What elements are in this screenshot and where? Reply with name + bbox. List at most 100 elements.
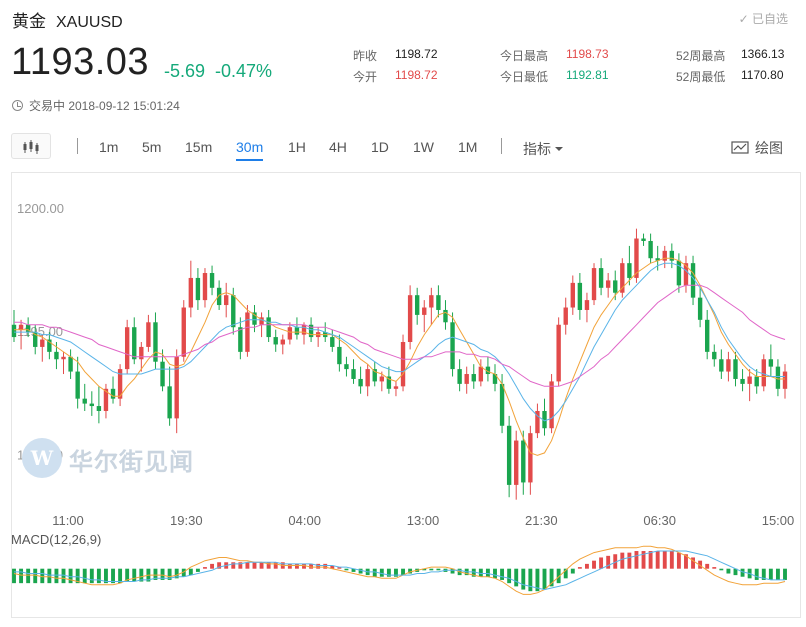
candle	[202, 268, 208, 308]
macd-bar	[203, 567, 207, 569]
candle-body	[25, 324, 31, 333]
timeframe-15m[interactable]: 15m	[185, 139, 213, 155]
candle	[704, 309, 710, 360]
candle	[167, 366, 172, 426]
candle-body	[740, 378, 745, 384]
macd-bar	[775, 568, 780, 580]
macd-dif-line	[13, 545, 786, 595]
timeframe-1mo[interactable]: 1M	[458, 139, 478, 155]
candle	[478, 359, 484, 387]
macd-bar	[577, 567, 582, 569]
timeframe-1m[interactable]: 1m	[99, 139, 119, 155]
candle	[782, 364, 788, 399]
candle	[528, 425, 533, 495]
candle	[337, 334, 342, 372]
macd-bar	[379, 568, 384, 577]
candle-body	[712, 351, 717, 360]
candle-body	[132, 327, 137, 360]
candle-body	[577, 282, 583, 310]
favorite-button[interactable]: ✓ 已自选	[738, 12, 788, 26]
candle	[591, 263, 597, 306]
candle-body	[471, 374, 476, 382]
candle-body	[294, 327, 300, 335]
ma-line-3	[14, 284, 786, 387]
macd-bar	[429, 568, 434, 571]
watermark-text: 华尔街见闻	[69, 449, 194, 476]
candle-body	[620, 263, 625, 293]
candle	[379, 371, 385, 392]
timeframe-1d[interactable]: 1D	[371, 139, 389, 155]
candle	[775, 359, 781, 397]
candle-body	[429, 295, 434, 308]
candle	[25, 317, 31, 338]
candle	[61, 351, 66, 375]
timeframe-1w[interactable]: 1W	[413, 139, 434, 155]
x-tick-label: 11:00	[52, 513, 84, 528]
candle-body	[464, 374, 469, 384]
macd-bar	[662, 551, 667, 569]
macd-bar	[54, 568, 59, 584]
candle-body	[549, 381, 554, 429]
candle	[188, 260, 194, 318]
indicators-dropdown[interactable]: 指标	[523, 139, 563, 159]
candle	[761, 354, 766, 392]
macd-bar	[684, 554, 688, 569]
candle	[542, 398, 547, 436]
candle	[726, 351, 731, 382]
macd-bar	[394, 568, 398, 577]
macd-bar	[174, 568, 179, 579]
candle-body	[726, 359, 731, 372]
macd-bar	[528, 568, 533, 592]
candle	[103, 383, 109, 419]
macd-bar	[89, 568, 94, 584]
candle	[124, 319, 130, 375]
candle-body	[11, 324, 17, 338]
candle	[280, 334, 285, 355]
macd-bar	[563, 568, 568, 579]
candle-body	[273, 337, 278, 345]
candle-body	[89, 403, 95, 407]
candle	[245, 305, 250, 357]
chart-frame[interactable]	[11, 172, 801, 618]
candle-body	[443, 309, 448, 323]
candle-body	[224, 295, 229, 306]
candle	[492, 364, 498, 392]
candle-body	[82, 398, 87, 404]
candle-body	[266, 317, 271, 338]
macd-bar	[33, 568, 38, 584]
candle-body	[414, 295, 420, 315]
candle	[96, 386, 102, 424]
candle-body	[287, 327, 293, 340]
candle-body	[747, 376, 752, 384]
candle-body	[344, 364, 349, 370]
draw-button[interactable]: 绘图	[731, 138, 783, 158]
timeframe-4h[interactable]: 4H	[329, 139, 347, 155]
macd-bar	[698, 560, 703, 569]
macd-bar	[330, 565, 335, 569]
candle	[110, 376, 116, 404]
candle	[372, 361, 377, 387]
y-tick-label: 1200.00	[17, 201, 64, 216]
change-value: -5.69	[164, 61, 206, 81]
last-price: 1193.03	[11, 41, 150, 83]
timeframe-30m[interactable]: 30m	[236, 139, 264, 161]
chart-type-button[interactable]	[11, 133, 51, 159]
timeframe-5m[interactable]: 5m	[142, 139, 162, 155]
candle	[68, 349, 73, 379]
macd-bar	[648, 551, 653, 569]
stat-value: 1366.13	[741, 47, 785, 61]
candle-body	[188, 277, 194, 308]
candle	[683, 255, 689, 293]
candle-body	[351, 369, 356, 379]
candle-body	[365, 369, 370, 387]
macd-bar	[309, 563, 314, 569]
candle-body	[259, 317, 264, 325]
x-tick-label: 15:00	[762, 513, 795, 528]
candle-body	[627, 263, 632, 278]
timeframe-1h[interactable]: 1H	[288, 139, 306, 155]
candle-body	[372, 369, 377, 382]
candle	[605, 273, 611, 298]
candle-body	[556, 324, 561, 382]
macd-bar	[450, 568, 455, 574]
macd-bar	[125, 568, 130, 582]
